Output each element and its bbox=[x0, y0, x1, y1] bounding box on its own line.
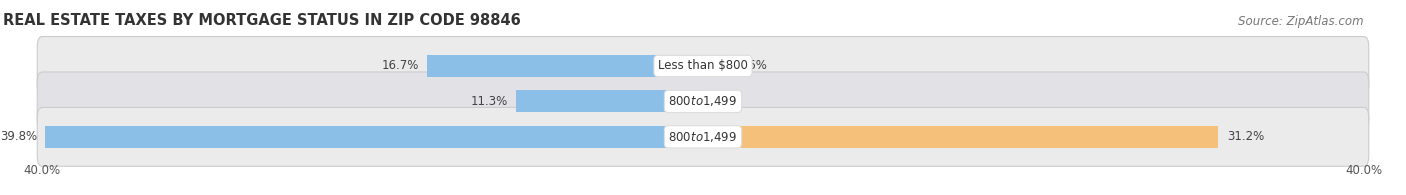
Text: 31.2%: 31.2% bbox=[1226, 130, 1264, 143]
FancyBboxPatch shape bbox=[37, 36, 1369, 95]
Text: 0.0%: 0.0% bbox=[711, 95, 741, 108]
Text: 11.3%: 11.3% bbox=[471, 95, 508, 108]
Text: 16.7%: 16.7% bbox=[381, 59, 419, 73]
Bar bbox=[45, 126, 703, 148]
Text: $800 to $1,499: $800 to $1,499 bbox=[668, 94, 738, 108]
Text: 39.8%: 39.8% bbox=[0, 130, 37, 143]
Text: Source: ZipAtlas.com: Source: ZipAtlas.com bbox=[1239, 15, 1364, 28]
Bar bbox=[427, 55, 703, 77]
Bar bbox=[703, 55, 730, 77]
FancyBboxPatch shape bbox=[37, 107, 1369, 166]
FancyBboxPatch shape bbox=[37, 72, 1369, 131]
Text: REAL ESTATE TAXES BY MORTGAGE STATUS IN ZIP CODE 98846: REAL ESTATE TAXES BY MORTGAGE STATUS IN … bbox=[3, 13, 520, 28]
Bar bbox=[516, 90, 703, 112]
Text: 1.6%: 1.6% bbox=[738, 59, 768, 73]
Bar bbox=[703, 126, 1219, 148]
Text: Less than $800: Less than $800 bbox=[658, 59, 748, 73]
Text: $800 to $1,499: $800 to $1,499 bbox=[668, 130, 738, 144]
